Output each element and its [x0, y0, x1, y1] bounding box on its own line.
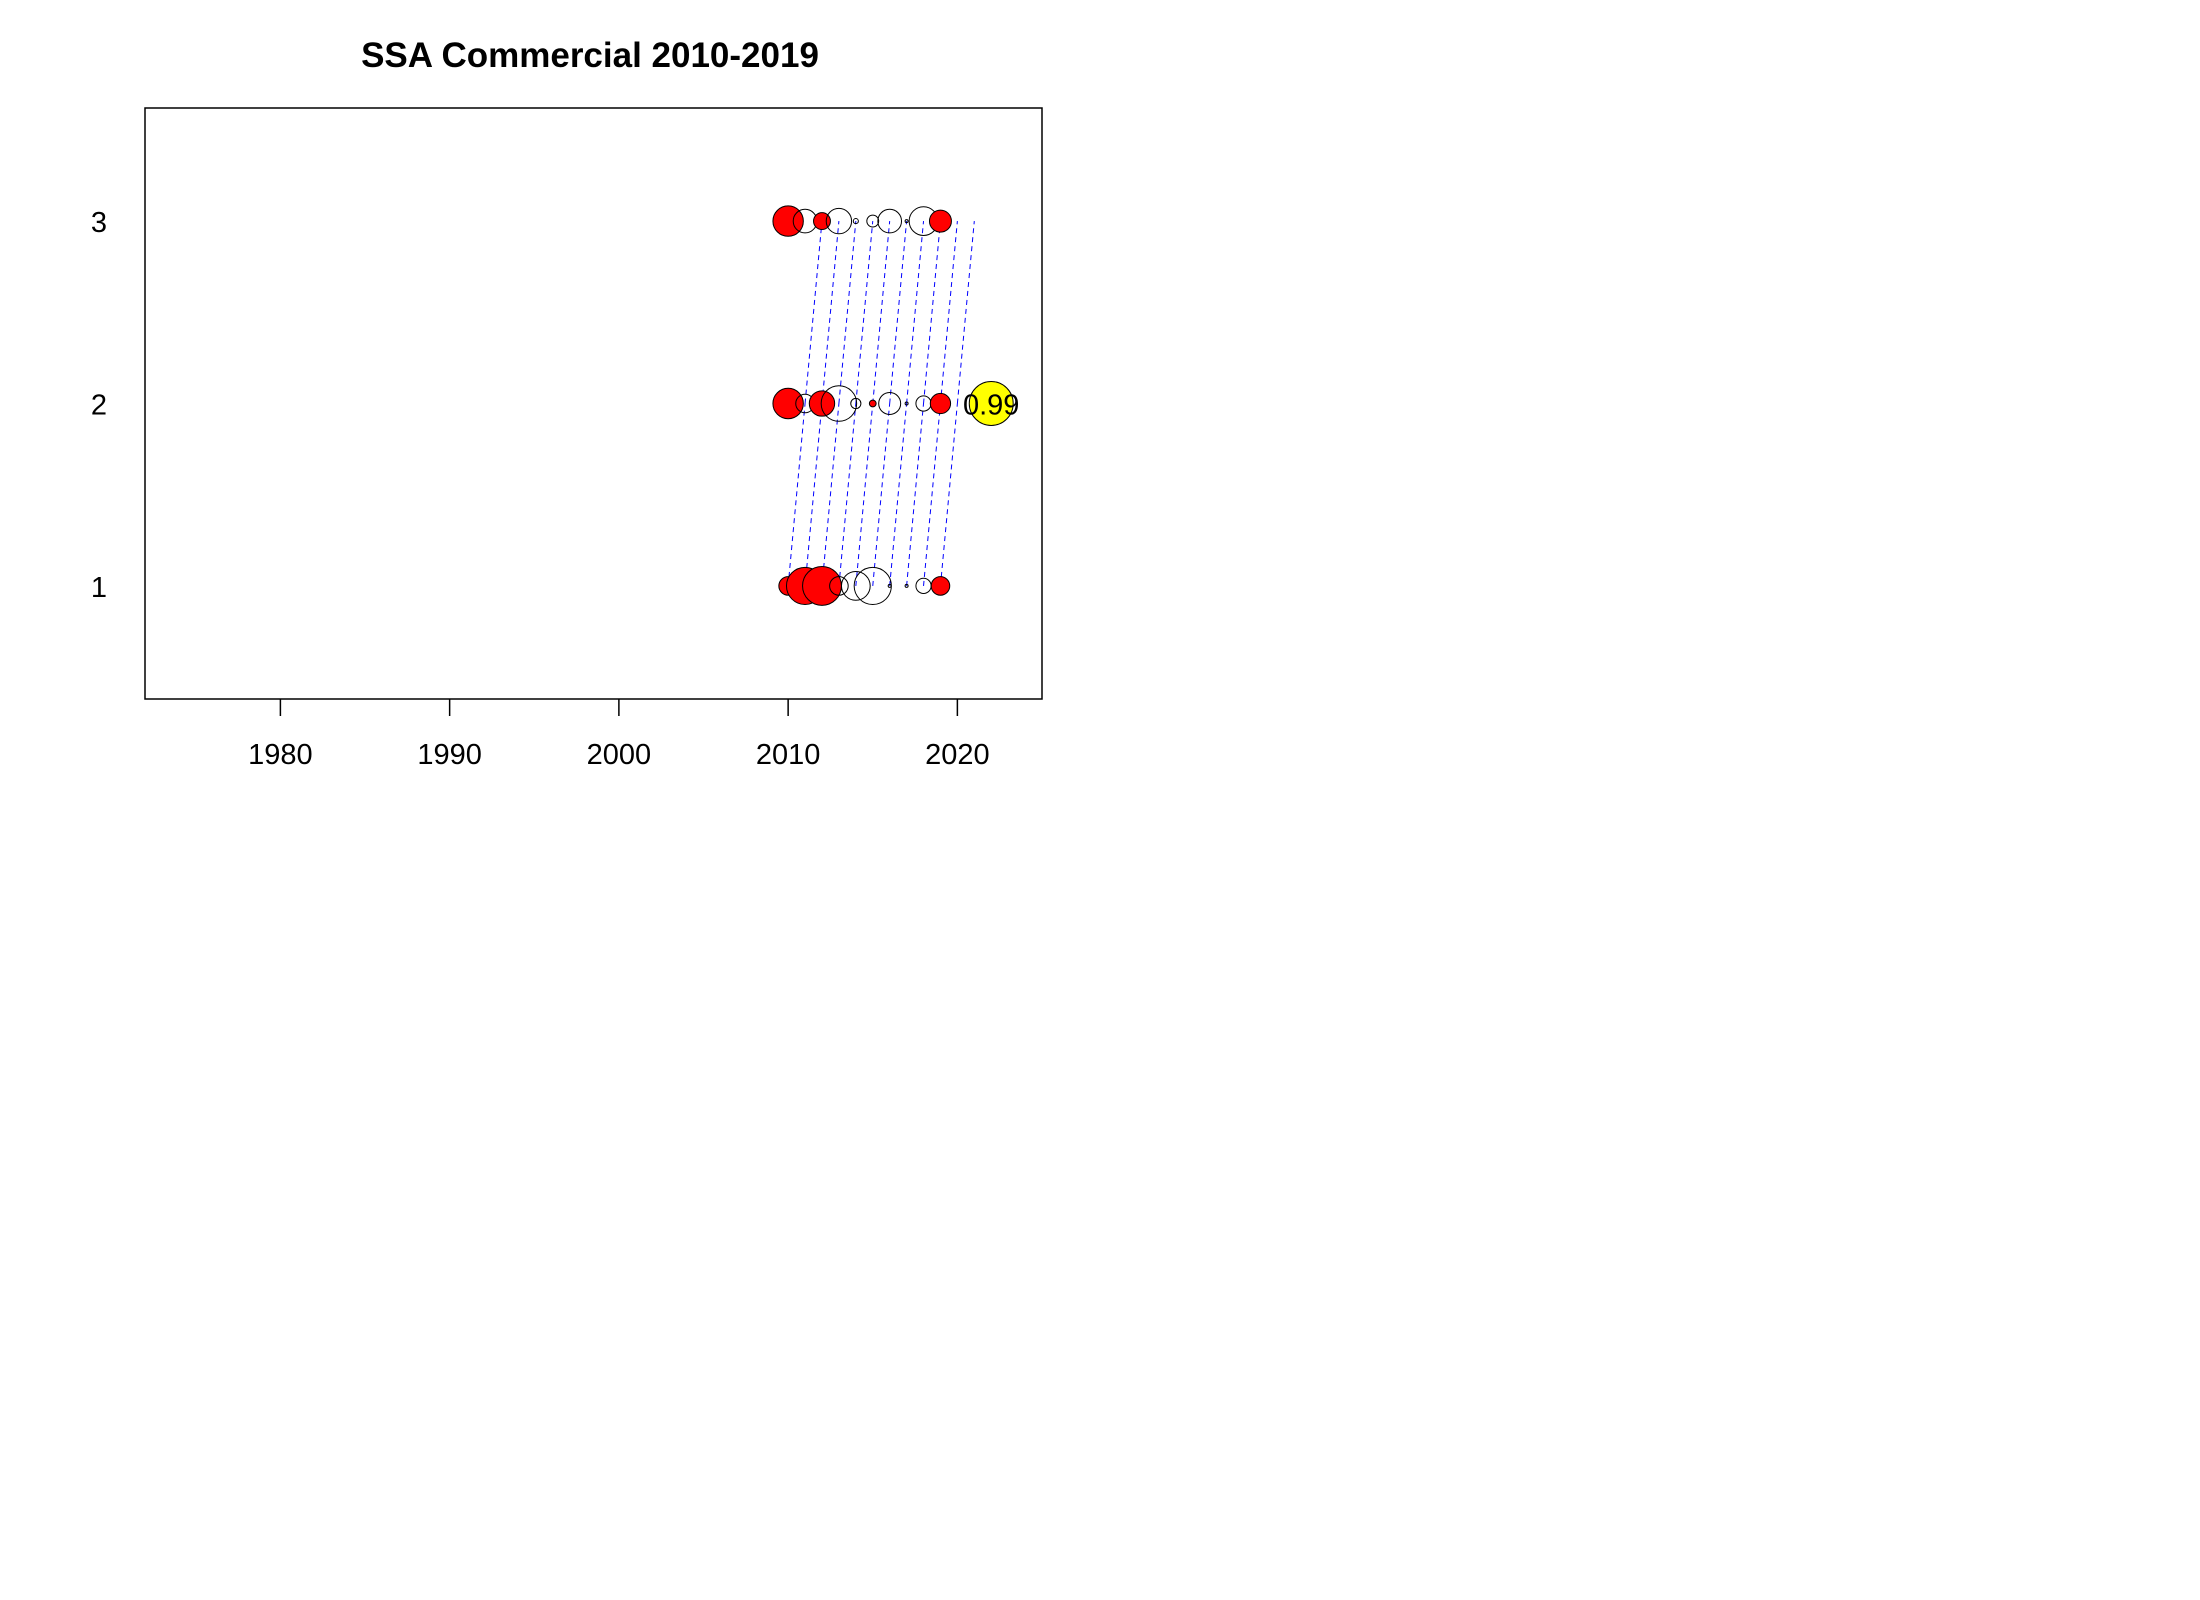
bubble-positive [930, 576, 951, 596]
bubble-negative [887, 583, 892, 588]
bubble-negative [904, 583, 909, 588]
cohort-connector [939, 403, 958, 586]
bubble-negative [852, 218, 859, 225]
cohort-connector [855, 403, 874, 586]
cohort-connector [838, 221, 857, 404]
x-axis: 1980 1990 2000 2010 2020 [248, 699, 990, 771]
cohort-connector [838, 403, 857, 586]
cohort-connector [855, 221, 874, 404]
bubble-negative [825, 207, 853, 235]
bubble-positive [808, 390, 836, 417]
bubble-negative [915, 577, 932, 595]
bubble-positive [868, 399, 877, 408]
cohort-connector [923, 221, 941, 404]
connector-lines [787, 221, 975, 586]
bubble-negative [850, 397, 862, 410]
y-tick-label: 1 [91, 572, 107, 604]
x-tick-label: 2000 [587, 739, 652, 771]
cohort-connector [804, 221, 823, 404]
bubble-negative [904, 219, 909, 224]
cohort-connector [787, 403, 806, 586]
y-axis: 1 2 3 [91, 207, 107, 604]
highlight-bubble [968, 381, 1014, 426]
bubble-positive [772, 387, 804, 420]
x-tick-label: 2020 [925, 739, 990, 771]
bubble-negative [878, 392, 902, 415]
x-tick-label: 1990 [417, 739, 482, 771]
cohort-connector [939, 221, 958, 404]
plot-frame [144, 107, 1043, 700]
bubble-positive [772, 205, 804, 237]
bubble-positive [802, 565, 842, 606]
y-tick-label: 2 [91, 390, 107, 422]
chart-title: SSA Commercial 2010-2019 [361, 36, 819, 75]
highlight-bubble-label: 0.99 [963, 390, 1019, 422]
bubble-positive [929, 392, 952, 415]
bubble-negative [829, 576, 849, 596]
bubble-negative [866, 214, 880, 228]
bubbles [772, 205, 952, 606]
cohort-connector [906, 221, 925, 404]
cohort-connector [872, 403, 891, 586]
cohort-connector [804, 403, 823, 586]
bubble-negative [877, 208, 903, 234]
cohort-connector [889, 403, 908, 586]
cohort-connector [956, 221, 975, 404]
cohort-connector [889, 221, 908, 404]
bubble-negative [820, 385, 858, 422]
x-tick-label: 2010 [756, 739, 821, 771]
x-tick-label: 1980 [248, 739, 313, 771]
cohort-connector [923, 403, 941, 586]
bubble-positive [813, 212, 831, 231]
cohort-connector [872, 221, 891, 404]
bubble-negative [904, 401, 909, 406]
bubble-negative [840, 571, 871, 601]
cohort-connector [821, 221, 840, 404]
cohort-connector [906, 403, 925, 586]
highlight-bubble-group: 0.99 [963, 381, 1019, 426]
y-tick-label: 3 [91, 207, 107, 239]
bubble-positive [928, 209, 952, 233]
cohort-connector [821, 403, 840, 586]
